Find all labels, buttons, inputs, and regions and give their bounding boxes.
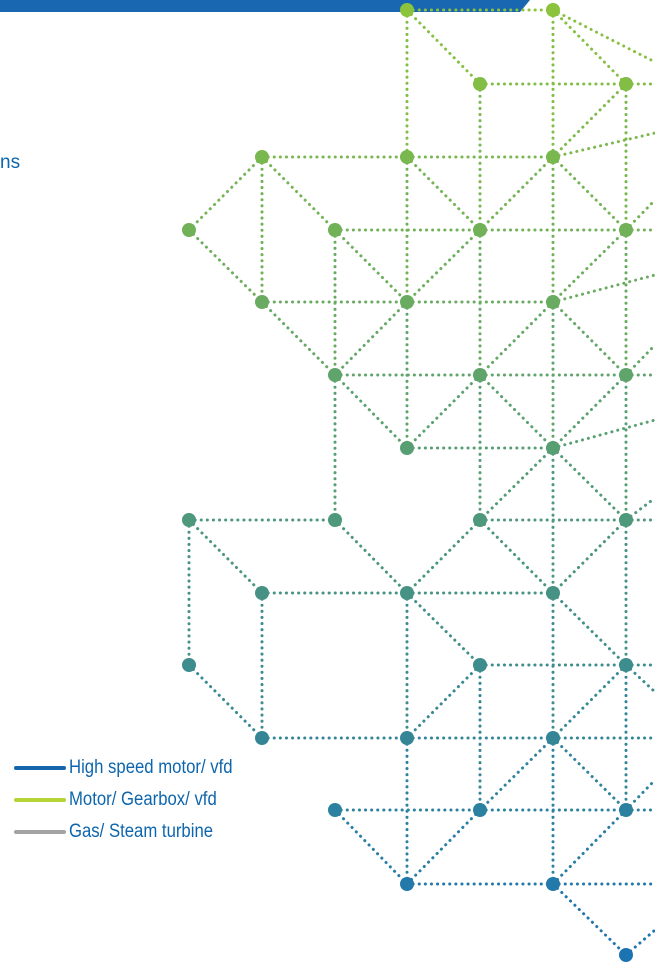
network-edge <box>478 446 555 522</box>
network-node <box>255 731 269 745</box>
network-edge <box>405 373 482 450</box>
network-edge <box>551 591 628 667</box>
network-node <box>328 368 342 382</box>
network-node <box>400 441 414 455</box>
legend-line-gray <box>14 830 66 834</box>
network-node <box>473 513 487 527</box>
network-edge <box>187 155 264 232</box>
network-edge <box>187 518 264 595</box>
network-nodes <box>182 3 633 962</box>
network-edge <box>405 8 482 86</box>
network-edge <box>478 300 555 377</box>
network-edge <box>551 736 628 812</box>
network-edge <box>333 300 409 377</box>
network-node <box>473 658 487 672</box>
network-node <box>619 948 633 962</box>
network-node <box>473 77 487 91</box>
network-edge <box>551 273 655 304</box>
network-edge <box>333 373 409 450</box>
network-node <box>400 877 414 891</box>
network-edge <box>405 228 482 304</box>
network-node <box>619 77 633 91</box>
network-node <box>328 223 342 237</box>
network-node <box>182 658 196 672</box>
network-edge <box>551 131 655 159</box>
network-node <box>400 150 414 164</box>
network-node <box>619 368 633 382</box>
network-edge <box>260 300 337 377</box>
network-node <box>400 295 414 309</box>
network-node <box>255 150 269 164</box>
network-node <box>400 731 414 745</box>
legend-line-green <box>14 798 66 802</box>
network-edge <box>551 518 628 595</box>
network-edge <box>551 228 628 304</box>
network-node <box>546 150 560 164</box>
header-band <box>0 0 530 12</box>
network-edge <box>551 373 628 450</box>
network-edge <box>551 418 655 450</box>
legend-line-blue <box>14 766 66 770</box>
network-node <box>619 803 633 817</box>
network-edge <box>333 228 409 304</box>
network-node <box>546 731 560 745</box>
network-edge <box>551 446 628 522</box>
legend-label: Motor/ Gearbox/ vfd <box>69 789 217 810</box>
network-edge <box>405 591 482 667</box>
network-edge <box>478 155 555 232</box>
network-edge <box>333 808 409 886</box>
network-edge <box>551 663 628 740</box>
network-edge <box>478 518 555 595</box>
network-node <box>473 368 487 382</box>
network-node <box>182 513 196 527</box>
header-text-fragment: ns <box>0 152 21 173</box>
legend-item-high-speed-motor: High speed motor/ vfd <box>14 755 255 781</box>
network-node <box>400 586 414 600</box>
network-node <box>473 803 487 817</box>
network-edge <box>551 882 628 957</box>
network-node <box>255 586 269 600</box>
network-node <box>619 513 633 527</box>
network-node <box>546 877 560 891</box>
network-node <box>473 223 487 237</box>
network-node <box>328 513 342 527</box>
legend-item-motor-gearbox: Motor/ Gearbox/ vfd <box>14 787 237 813</box>
network-node <box>400 3 414 17</box>
network-node <box>546 441 560 455</box>
network-edge <box>478 736 555 812</box>
network-edge <box>551 8 655 64</box>
network-node <box>619 658 633 672</box>
network-edge <box>551 82 628 159</box>
network-edge <box>551 155 628 232</box>
network-node <box>182 223 196 237</box>
network-edge <box>405 663 482 740</box>
network-edge <box>551 8 628 86</box>
network-node <box>619 223 633 237</box>
network-edge <box>405 808 482 886</box>
network-edge <box>478 373 555 450</box>
network-node <box>546 295 560 309</box>
legend-item-gas-steam-turbine: Gas/ Steam turbine <box>14 819 233 845</box>
network-edge <box>551 808 628 886</box>
network-node <box>546 586 560 600</box>
network-edge <box>187 663 264 740</box>
header-band-shape <box>0 0 530 12</box>
network-node <box>328 803 342 817</box>
network-edge <box>333 518 409 595</box>
legend-label: High speed motor/ vfd <box>69 757 233 778</box>
network-edge <box>405 518 482 595</box>
legend-label: Gas/ Steam turbine <box>69 821 214 842</box>
network-edge <box>551 300 628 377</box>
network-edge <box>260 155 337 232</box>
network-edges <box>187 8 655 957</box>
network-node <box>255 295 269 309</box>
network-edge <box>405 155 482 232</box>
network-edge <box>187 228 264 304</box>
network-node <box>546 3 560 17</box>
